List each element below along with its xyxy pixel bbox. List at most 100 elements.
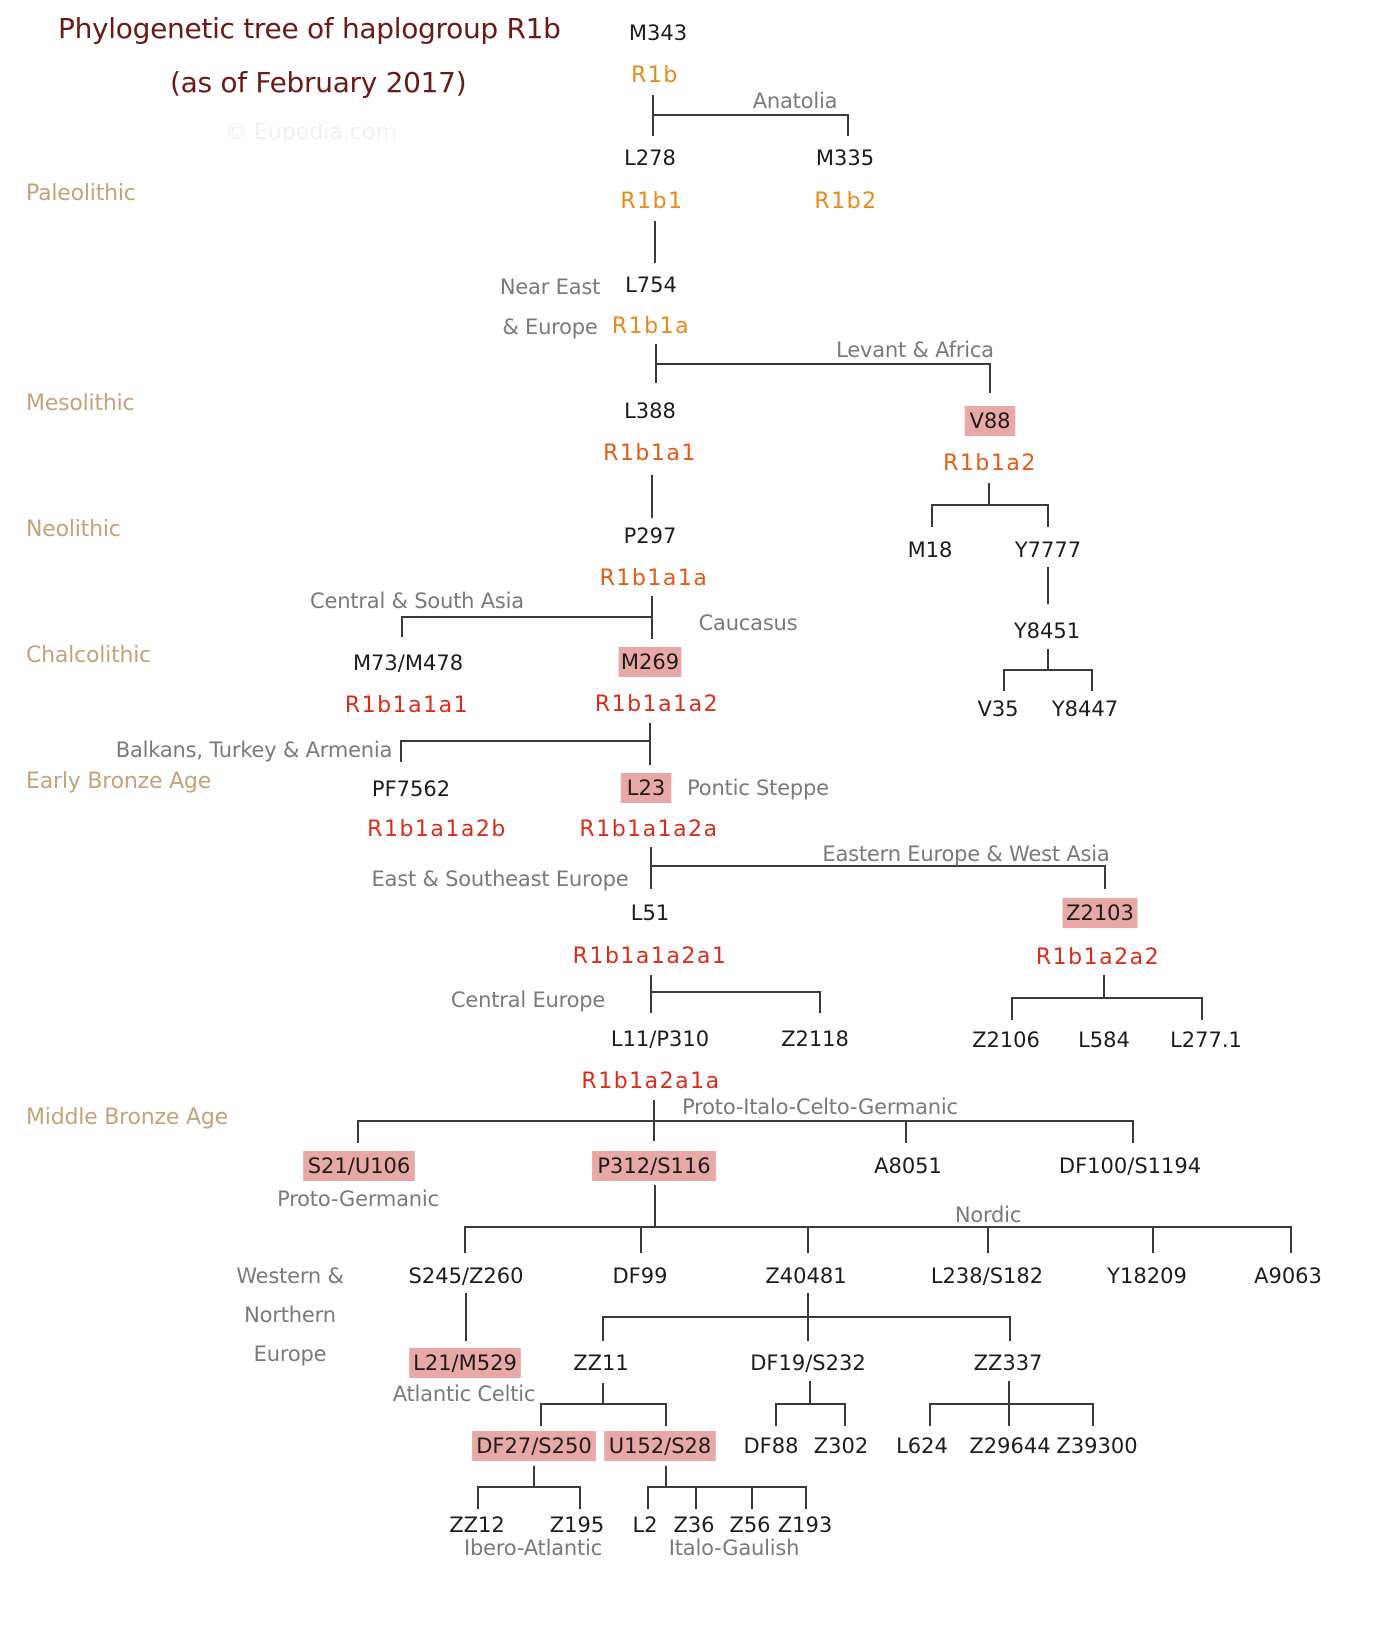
clade-label-r1b1a1a: R1b1a1a — [600, 566, 709, 591]
region-label-central-europe: Central Europe — [451, 988, 605, 1012]
snp-label-y8447: Y8447 — [1051, 697, 1118, 721]
snp-label-a8051: A8051 — [874, 1154, 942, 1178]
snp-label-df19-s232: DF19/S232 — [750, 1351, 865, 1375]
tree-edges — [357, 95, 1292, 1509]
snp-label-l23: L23 — [627, 776, 665, 800]
snp-label-y8451: Y8451 — [1013, 619, 1080, 643]
highlight-box-s21-u106 — [303, 1151, 415, 1181]
region-label-proto-germanic: Proto-Germanic — [277, 1187, 439, 1211]
snp-label-v35: V35 — [977, 697, 1018, 721]
snp-label-v88: V88 — [969, 409, 1010, 433]
snp-label-df99: DF99 — [613, 1264, 668, 1288]
snp-label-l51: L51 — [631, 901, 669, 925]
clade-label-r1b1a1a2a1: R1b1a1a2a1 — [573, 944, 728, 969]
snp-label-m73-m478: M73/M478 — [353, 651, 463, 675]
highlight-box-p312-s116 — [592, 1151, 716, 1181]
clade-label-r1b1a: R1b1a — [612, 314, 690, 339]
region-label-near-east: Near East — [500, 275, 600, 299]
highlight-boxes — [303, 406, 1138, 1461]
clade-label-r1b1a1a1: R1b1a1a1 — [345, 693, 469, 718]
snp-label-z2106: Z2106 — [972, 1028, 1040, 1052]
snp-label-z2118: Z2118 — [781, 1027, 849, 1051]
snp-label-z40481: Z40481 — [765, 1264, 846, 1288]
snp-label-m269: M269 — [621, 650, 679, 674]
highlight-box-u152-s28 — [604, 1431, 716, 1461]
snp-label-s245-z260: S245/Z260 — [409, 1264, 524, 1288]
snp-label-m343: M343 — [629, 21, 687, 45]
region-label-levant-and-africa: Levant & Africa — [836, 338, 994, 362]
snp-label-l277-1: L277.1 — [1170, 1028, 1242, 1052]
region-label-and-europe: & Europe — [502, 315, 597, 339]
snp-label-l278: L278 — [624, 146, 676, 170]
clade-label-r1b1a2: R1b1a2 — [943, 451, 1037, 476]
clade-label-r1b1: R1b1 — [620, 189, 683, 214]
snp-label-l584: L584 — [1078, 1028, 1130, 1052]
period-label-early-bronze-age: Early Bronze Age — [26, 769, 211, 794]
period-label-mesolithic: Mesolithic — [26, 391, 134, 416]
highlight-box-z2103 — [1062, 898, 1138, 928]
highlight-box-l23 — [620, 773, 672, 803]
snp-label-m335: M335 — [816, 146, 874, 170]
region-label-proto-italo-celto-germanic: Proto-Italo-Celto-Germanic — [682, 1095, 958, 1119]
snp-label-zz337: ZZ337 — [974, 1351, 1043, 1375]
snp-label-y18209: Y18209 — [1106, 1264, 1187, 1288]
highlight-box-v88 — [964, 406, 1016, 436]
tree-labels: Paleolithic Mesolithic Neolithic Chalcolith… — [26, 21, 1322, 1560]
chart-subtitle: (as of February 2017) — [170, 66, 467, 99]
snp-label-l624: L624 — [896, 1434, 948, 1458]
snp-label-m18: M18 — [908, 538, 953, 562]
snp-label-z195: Z195 — [550, 1513, 604, 1537]
clade-label-r1b: R1b — [631, 63, 679, 88]
snp-label-z39300: Z39300 — [1056, 1434, 1137, 1458]
clade-label-r1b1a2a2: R1b1a2a2 — [1036, 945, 1160, 970]
period-label-paleolithic: Paleolithic — [26, 181, 136, 206]
clade-label-r1b1a1: R1b1a1 — [603, 441, 697, 466]
region-label-central-and-south-asia: Central & South Asia — [310, 589, 524, 613]
snp-label-s21-u106: S21/U106 — [308, 1154, 411, 1178]
snp-label-df88: DF88 — [744, 1434, 799, 1458]
clade-label-r1b1a1a2: R1b1a1a2 — [595, 692, 719, 717]
region-label-ibero-atlantic: Ibero-Atlantic — [464, 1536, 602, 1560]
snp-label-z2103: Z2103 — [1066, 901, 1134, 925]
snp-label-l11-p310: L11/P310 — [611, 1027, 709, 1051]
snp-label-l2: L2 — [632, 1513, 657, 1537]
snp-label-a9063: A9063 — [1254, 1264, 1322, 1288]
snp-label-l238-s182: L238/S182 — [931, 1264, 1043, 1288]
region-label-caucasus: Caucasus — [699, 611, 798, 635]
highlight-box-df27-s250 — [472, 1431, 596, 1461]
clade-label-r1b1a1a2b: R1b1a1a2b — [367, 817, 507, 842]
region-label-pontic-steppe: Pontic Steppe — [687, 776, 829, 800]
period-label-chalcolithic: Chalcolithic — [26, 643, 151, 668]
snp-label-l388: L388 — [624, 399, 676, 423]
snp-label-z302: Z302 — [814, 1434, 868, 1458]
region-label-balkans-turkey-and-armenia: Balkans, Turkey & Armenia — [116, 738, 392, 762]
snp-label-z56: Z56 — [729, 1513, 770, 1537]
snp-label-zz12: ZZ12 — [449, 1513, 505, 1537]
highlight-box-m269 — [618, 647, 682, 677]
snp-label-df100-s1194: DF100/S1194 — [1059, 1154, 1201, 1178]
snp-label-z29644: Z29644 — [969, 1434, 1050, 1458]
region-label-western-and: Western & — [236, 1264, 343, 1288]
snp-label-z36: Z36 — [673, 1513, 714, 1537]
region-label-anatolia: Anatolia — [753, 89, 838, 113]
snp-label-u152-s28: U152/S28 — [609, 1434, 712, 1458]
clade-label-r1b1a2a1a: R1b1a2a1a — [581, 1069, 720, 1094]
region-label-eastern-europe-and-west-asia: Eastern Europe & West Asia — [822, 842, 1109, 866]
snp-label-zz11: ZZ11 — [573, 1351, 629, 1375]
region-label-europe: Europe — [254, 1342, 327, 1366]
region-label-italo-gaulish: Italo-Gaulish — [669, 1536, 800, 1560]
chart-title: Phylogenetic tree of haplogroup R1b — [58, 12, 561, 45]
period-label-middle-bronze-age: Middle Bronze Age — [26, 1105, 228, 1130]
snp-label-df27-s250: DF27/S250 — [476, 1434, 591, 1458]
region-label-northern: Northern — [244, 1303, 336, 1327]
clade-label-r1b1a1a2a: R1b1a1a2a — [579, 817, 718, 842]
snp-label-l21-m529: L21/M529 — [413, 1351, 517, 1375]
region-label-nordic: Nordic — [955, 1203, 1021, 1227]
watermark: © Eupedia.com — [225, 120, 397, 145]
snp-label-p297: P297 — [624, 524, 677, 548]
snp-label-y7777: Y7777 — [1014, 538, 1081, 562]
period-label-neolithic: Neolithic — [26, 517, 121, 542]
snp-label-l754: L754 — [625, 273, 677, 297]
snp-label-p312-s116: P312/S116 — [597, 1154, 710, 1178]
